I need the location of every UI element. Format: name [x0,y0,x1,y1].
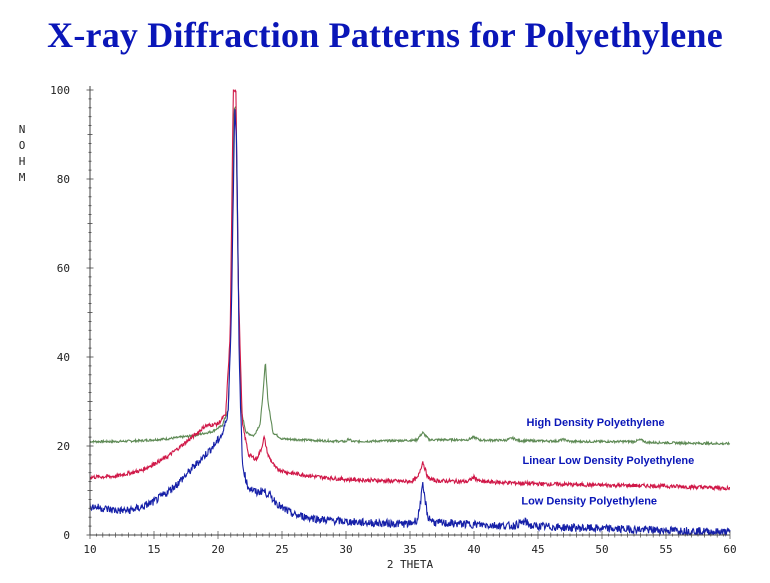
series-label: Low Density Polyethylene [521,496,657,508]
x-tick-label: 60 [723,543,736,556]
axes-group: 0 20 40 60 80 100 10 15 20 25 30 35 40 45 50 55 60 2 THET… [19,84,737,571]
x-tick-label: 40 [467,543,480,556]
x-tick-label: 50 [595,543,608,556]
x-tick-label: 20 [211,543,224,556]
labels-group: High Density Polyethylene Linear Low Dens… [521,417,694,508]
series-line-high-density-polyethylene [89,106,731,447]
y-tick-label: 40 [57,351,70,364]
y-tick-label: 100 [50,84,70,97]
y-tick-label: 80 [57,173,70,186]
y-tick-label: 60 [57,262,70,275]
x-tick-label: 10 [83,543,96,556]
x-tick-label: 30 [339,543,352,556]
y-tick-label: 0 [63,529,70,542]
series-group [89,89,731,537]
series-line-linear-low-density-polyethylene [89,89,731,492]
series-label: Linear Low Density Polyethylene [523,455,695,467]
x-tick-label: 25 [275,543,288,556]
x-tick-label: 45 [531,543,544,556]
x-tick-label: 35 [403,543,416,556]
x-tick-label: 15 [147,543,160,556]
series-line-low-density-polyethylene [89,109,731,537]
x-tick-label: 55 [659,543,672,556]
y-tick-label: 20 [57,440,70,453]
series-label: High Density Polyethylene [527,417,665,429]
chart-title: X-ray Diffraction Patterns for Polyethyl… [47,15,723,55]
x-axis-title: 2 THETA [387,558,434,571]
